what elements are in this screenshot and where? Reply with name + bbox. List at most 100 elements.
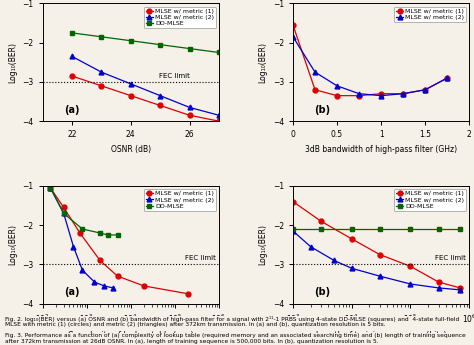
MLSE w/ metric (1)	[378, 92, 384, 96]
Text: FEC limit: FEC limit	[184, 255, 215, 261]
Line: MLSE w/ metric (2): MLSE w/ metric (2)	[291, 34, 450, 98]
MLSE w/ metric (1)	[318, 219, 324, 223]
MLSE w/ metric (2)	[401, 92, 406, 96]
Y-axis label: Log₁₀(BER): Log₁₀(BER)	[8, 224, 17, 265]
MLSE w/ metric (1)	[61, 205, 66, 209]
Line: MLSE w/ metric (1): MLSE w/ metric (1)	[70, 73, 221, 124]
DD-MLSE	[436, 227, 441, 231]
DD-MLSE	[318, 227, 324, 231]
DD-MLSE	[105, 233, 110, 237]
MLSE w/ metric (2)	[377, 274, 383, 278]
MLSE w/ metric (2)	[216, 113, 222, 117]
DD-MLSE	[290, 227, 296, 231]
Text: (a): (a)	[64, 287, 79, 297]
Text: (b): (b)	[314, 105, 330, 115]
Text: (b): (b)	[314, 287, 330, 297]
MLSE w/ metric (2)	[308, 245, 313, 249]
Line: MLSE w/ metric (2): MLSE w/ metric (2)	[291, 229, 463, 292]
DD-MLSE	[408, 227, 413, 231]
MLSE w/ metric (1)	[69, 74, 75, 78]
X-axis label: Length of training sequence (bits): Length of training sequence (bits)	[316, 331, 447, 339]
Line: MLSE w/ metric (1): MLSE w/ metric (1)	[48, 185, 191, 296]
MLSE w/ metric (1)	[349, 237, 355, 241]
MLSE w/ metric (1)	[115, 274, 120, 278]
Text: Fig. 2. log₁₀(BER) versus (a) OSNR and (b) bandwidth of high-pass filter for a s: Fig. 2. log₁₀(BER) versus (a) OSNR and (…	[5, 316, 459, 327]
DD-MLSE	[61, 211, 66, 215]
X-axis label: OSNR (dB): OSNR (dB)	[111, 145, 151, 154]
MLSE w/ metric (2)	[290, 229, 296, 233]
MLSE w/ metric (2)	[110, 286, 116, 290]
MLSE w/ metric (1)	[128, 93, 134, 98]
Line: MLSE w/ metric (2): MLSE w/ metric (2)	[70, 54, 221, 118]
MLSE w/ metric (2)	[71, 245, 76, 249]
DD-MLSE	[157, 42, 163, 47]
Line: DD-MLSE: DD-MLSE	[48, 185, 120, 237]
MLSE w/ metric (2)	[422, 88, 428, 92]
X-axis label: Complexity of lookup table (a.u.): Complexity of lookup table (a.u.)	[68, 331, 193, 339]
MLSE w/ metric (2)	[157, 93, 163, 98]
DD-MLSE	[349, 227, 355, 231]
MLSE w/ metric (2)	[101, 284, 107, 288]
Y-axis label: Log₁₀(BER): Log₁₀(BER)	[258, 224, 267, 265]
DD-MLSE	[99, 35, 104, 39]
MLSE w/ metric (1)	[99, 84, 104, 88]
MLSE w/ metric (1)	[377, 253, 383, 257]
Legend: MLSE w/ metric (1), MLSE w/ metric (2), DD-MLSE: MLSE w/ metric (1), MLSE w/ metric (2), …	[144, 7, 216, 28]
MLSE w/ metric (1)	[422, 88, 428, 92]
Legend: MLSE w/ metric (1), MLSE w/ metric (2): MLSE w/ metric (1), MLSE w/ metric (2)	[394, 7, 466, 22]
DD-MLSE	[97, 231, 103, 235]
Text: Fig. 3. Performance as a function of (a) complexity of lookup table (required me: Fig. 3. Performance as a function of (a)…	[5, 333, 465, 344]
MLSE w/ metric (1)	[312, 88, 318, 92]
MLSE w/ metric (2)	[187, 105, 192, 109]
DD-MLSE	[128, 39, 134, 43]
DD-MLSE	[80, 227, 85, 231]
MLSE w/ metric (2)	[80, 268, 85, 272]
MLSE w/ metric (2)	[356, 92, 362, 96]
MLSE w/ metric (1)	[216, 119, 222, 123]
Text: FEC limit: FEC limit	[435, 255, 466, 261]
MLSE w/ metric (1)	[408, 264, 413, 268]
Line: MLSE w/ metric (2): MLSE w/ metric (2)	[48, 185, 116, 290]
Line: MLSE w/ metric (1): MLSE w/ metric (1)	[291, 199, 463, 290]
Text: FEC limit: FEC limit	[159, 73, 190, 79]
MLSE w/ metric (1)	[445, 76, 450, 80]
MLSE w/ metric (1)	[187, 113, 192, 117]
Text: (a): (a)	[64, 105, 79, 115]
DD-MLSE	[115, 233, 120, 237]
MLSE w/ metric (2)	[312, 70, 318, 74]
MLSE w/ metric (2)	[99, 70, 104, 74]
MLSE w/ metric (2)	[61, 211, 66, 215]
MLSE w/ metric (1)	[290, 199, 296, 204]
X-axis label: 3dB bandwidth of high-pass filter (GHz): 3dB bandwidth of high-pass filter (GHz)	[305, 145, 457, 154]
MLSE w/ metric (1)	[334, 93, 340, 98]
Line: DD-MLSE: DD-MLSE	[70, 30, 221, 55]
DD-MLSE	[69, 31, 75, 35]
DD-MLSE	[187, 47, 192, 51]
Y-axis label: Log₁₀(BER): Log₁₀(BER)	[258, 42, 267, 83]
MLSE w/ metric (1)	[457, 286, 463, 290]
Line: MLSE w/ metric (1): MLSE w/ metric (1)	[291, 23, 450, 98]
MLSE w/ metric (2)	[408, 282, 413, 286]
MLSE w/ metric (1)	[157, 104, 163, 108]
MLSE w/ metric (2)	[349, 266, 355, 270]
MLSE w/ metric (1)	[401, 92, 406, 96]
DD-MLSE	[47, 186, 53, 190]
MLSE w/ metric (2)	[91, 280, 97, 284]
MLSE w/ metric (2)	[331, 258, 337, 263]
DD-MLSE	[216, 50, 222, 55]
MLSE w/ metric (1)	[185, 292, 191, 296]
MLSE w/ metric (2)	[378, 93, 384, 98]
MLSE w/ metric (2)	[436, 286, 441, 290]
MLSE w/ metric (1)	[436, 280, 441, 284]
Y-axis label: Log₁₀(BER): Log₁₀(BER)	[8, 42, 17, 83]
MLSE w/ metric (1)	[77, 231, 83, 235]
MLSE w/ metric (2)	[69, 55, 75, 59]
MLSE w/ metric (1)	[141, 284, 147, 288]
DD-MLSE	[377, 227, 383, 231]
MLSE w/ metric (2)	[47, 186, 53, 190]
MLSE w/ metric (1)	[97, 258, 103, 263]
MLSE w/ metric (2)	[290, 35, 296, 39]
MLSE w/ metric (2)	[128, 82, 134, 86]
MLSE w/ metric (1)	[47, 186, 53, 190]
MLSE w/ metric (2)	[445, 76, 450, 80]
